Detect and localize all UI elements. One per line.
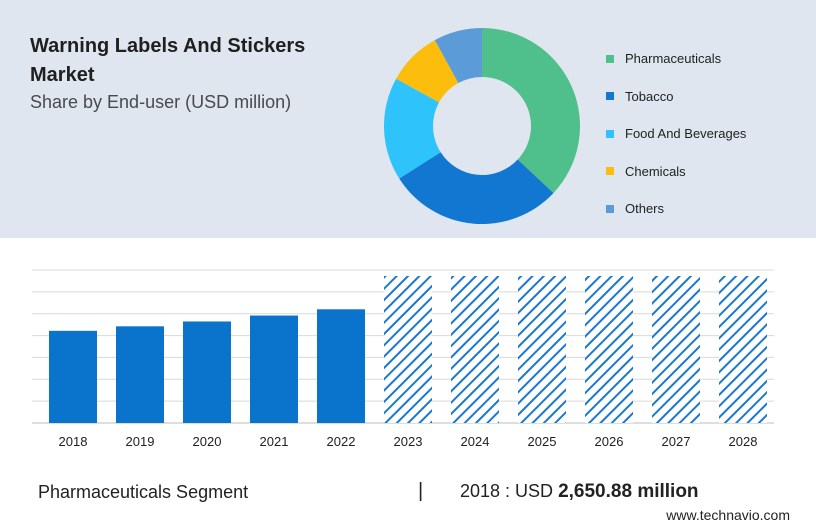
chart-subtitle: Share by End-user (USD million)	[30, 92, 292, 112]
footer-separator: |	[418, 480, 424, 502]
forecast-bar-2027	[652, 276, 700, 423]
donut-slice-tobacco	[399, 152, 554, 225]
legend-label: Pharmaceuticals	[625, 51, 722, 67]
forecast-bar-2023	[384, 276, 432, 423]
forecast-bar-2028	[719, 276, 767, 423]
forecast-bar-2024	[451, 276, 499, 423]
legend-label: Tobacco	[625, 88, 674, 104]
bar-2018	[49, 330, 97, 423]
x-tick-label: 2023	[394, 434, 423, 449]
x-tick-label: 2028	[729, 434, 758, 449]
bar-chart: 2018 2019 2020 2021 2022 2023 2024 2025 2026 2027…	[32, 269, 774, 449]
footer-year-label: 2018 : USD	[460, 481, 554, 501]
source-url: www.technavio.com	[666, 507, 790, 523]
footer-value: 2018 : USD 2,650.88 million	[460, 481, 699, 503]
bar-2021	[250, 315, 298, 423]
donut-slice-food-and-beverages	[384, 78, 441, 179]
donut-slice-chemicals	[396, 40, 459, 103]
x-tick-label: 2020	[193, 434, 222, 449]
x-tick-label: 2019	[126, 434, 155, 449]
x-tick-label: 2021	[260, 434, 289, 449]
x-tick-label: 2022	[327, 434, 356, 449]
legend-swatch	[606, 129, 614, 138]
forecast-bar-2026	[585, 276, 633, 423]
legend: Pharmaceuticals Tobacco Food And Beverages…	[606, 40, 746, 228]
x-tick-label: 2024	[461, 434, 490, 449]
legend-item: Food And Beverages	[606, 115, 746, 153]
legend-swatch	[606, 92, 614, 101]
x-tick-label: 2018	[59, 434, 88, 449]
legend-swatch	[606, 204, 614, 213]
legend-item: Others	[606, 190, 746, 228]
legend-swatch	[606, 167, 614, 176]
legend-label: Food And Beverages	[625, 126, 747, 142]
bar-2019	[116, 326, 164, 423]
legend-swatch	[606, 54, 614, 63]
chart-title: Warning Labels And Stickers Market	[30, 35, 306, 86]
legend-item: Pharmaceuticals	[606, 40, 746, 78]
footer-amount: 2,650.88 million	[558, 481, 699, 502]
x-tick-label: 2026	[595, 434, 624, 449]
bar-2020	[183, 321, 231, 423]
donut-chart	[384, 28, 580, 225]
legend-item: Chemicals	[606, 153, 746, 191]
forecast-bar-2025	[518, 276, 566, 423]
legend-label: Chemicals	[625, 163, 686, 179]
x-tick-label: 2025	[528, 434, 557, 449]
x-tick-label: 2027	[662, 434, 691, 449]
donut-slice-others	[434, 28, 482, 84]
legend-item: Tobacco	[606, 78, 746, 116]
donut-slice-pharmaceuticals	[482, 28, 580, 194]
bar-2022	[317, 309, 365, 423]
footer-segment: Pharmaceuticals Segment	[38, 482, 249, 502]
legend-label: Others	[625, 201, 665, 217]
